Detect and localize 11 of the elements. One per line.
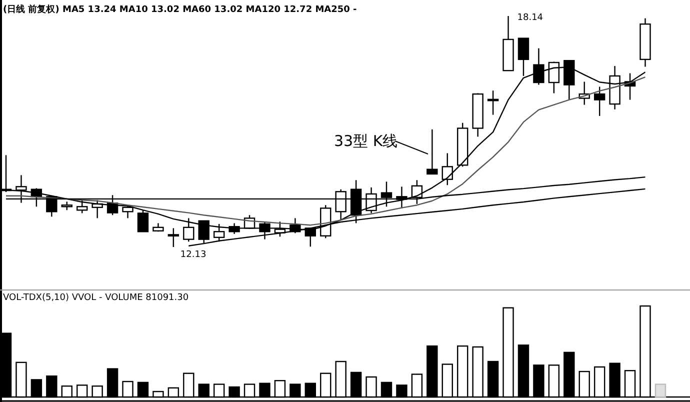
chart-title: VOL-TDX(5,10) VVOL - VOLUME 81091.30 — [3, 293, 189, 303]
text: 12.13 — [180, 250, 206, 260]
bar — [654, 384, 666, 398]
chart-title: (日线 前复权) MA5 13.24 MA10 13.02 MA60 13.02 MA120 12.72 MA250 - — [3, 4, 358, 15]
candlestick — [594, 86, 606, 117]
candlestick — [426, 128, 438, 175]
annotation: 33型 K线 — [334, 132, 398, 150]
annotation: 18.14 — [517, 13, 544, 23]
candlestick — [122, 204, 134, 219]
candlestick — [168, 228, 180, 248]
candlestick — [442, 152, 453, 186]
